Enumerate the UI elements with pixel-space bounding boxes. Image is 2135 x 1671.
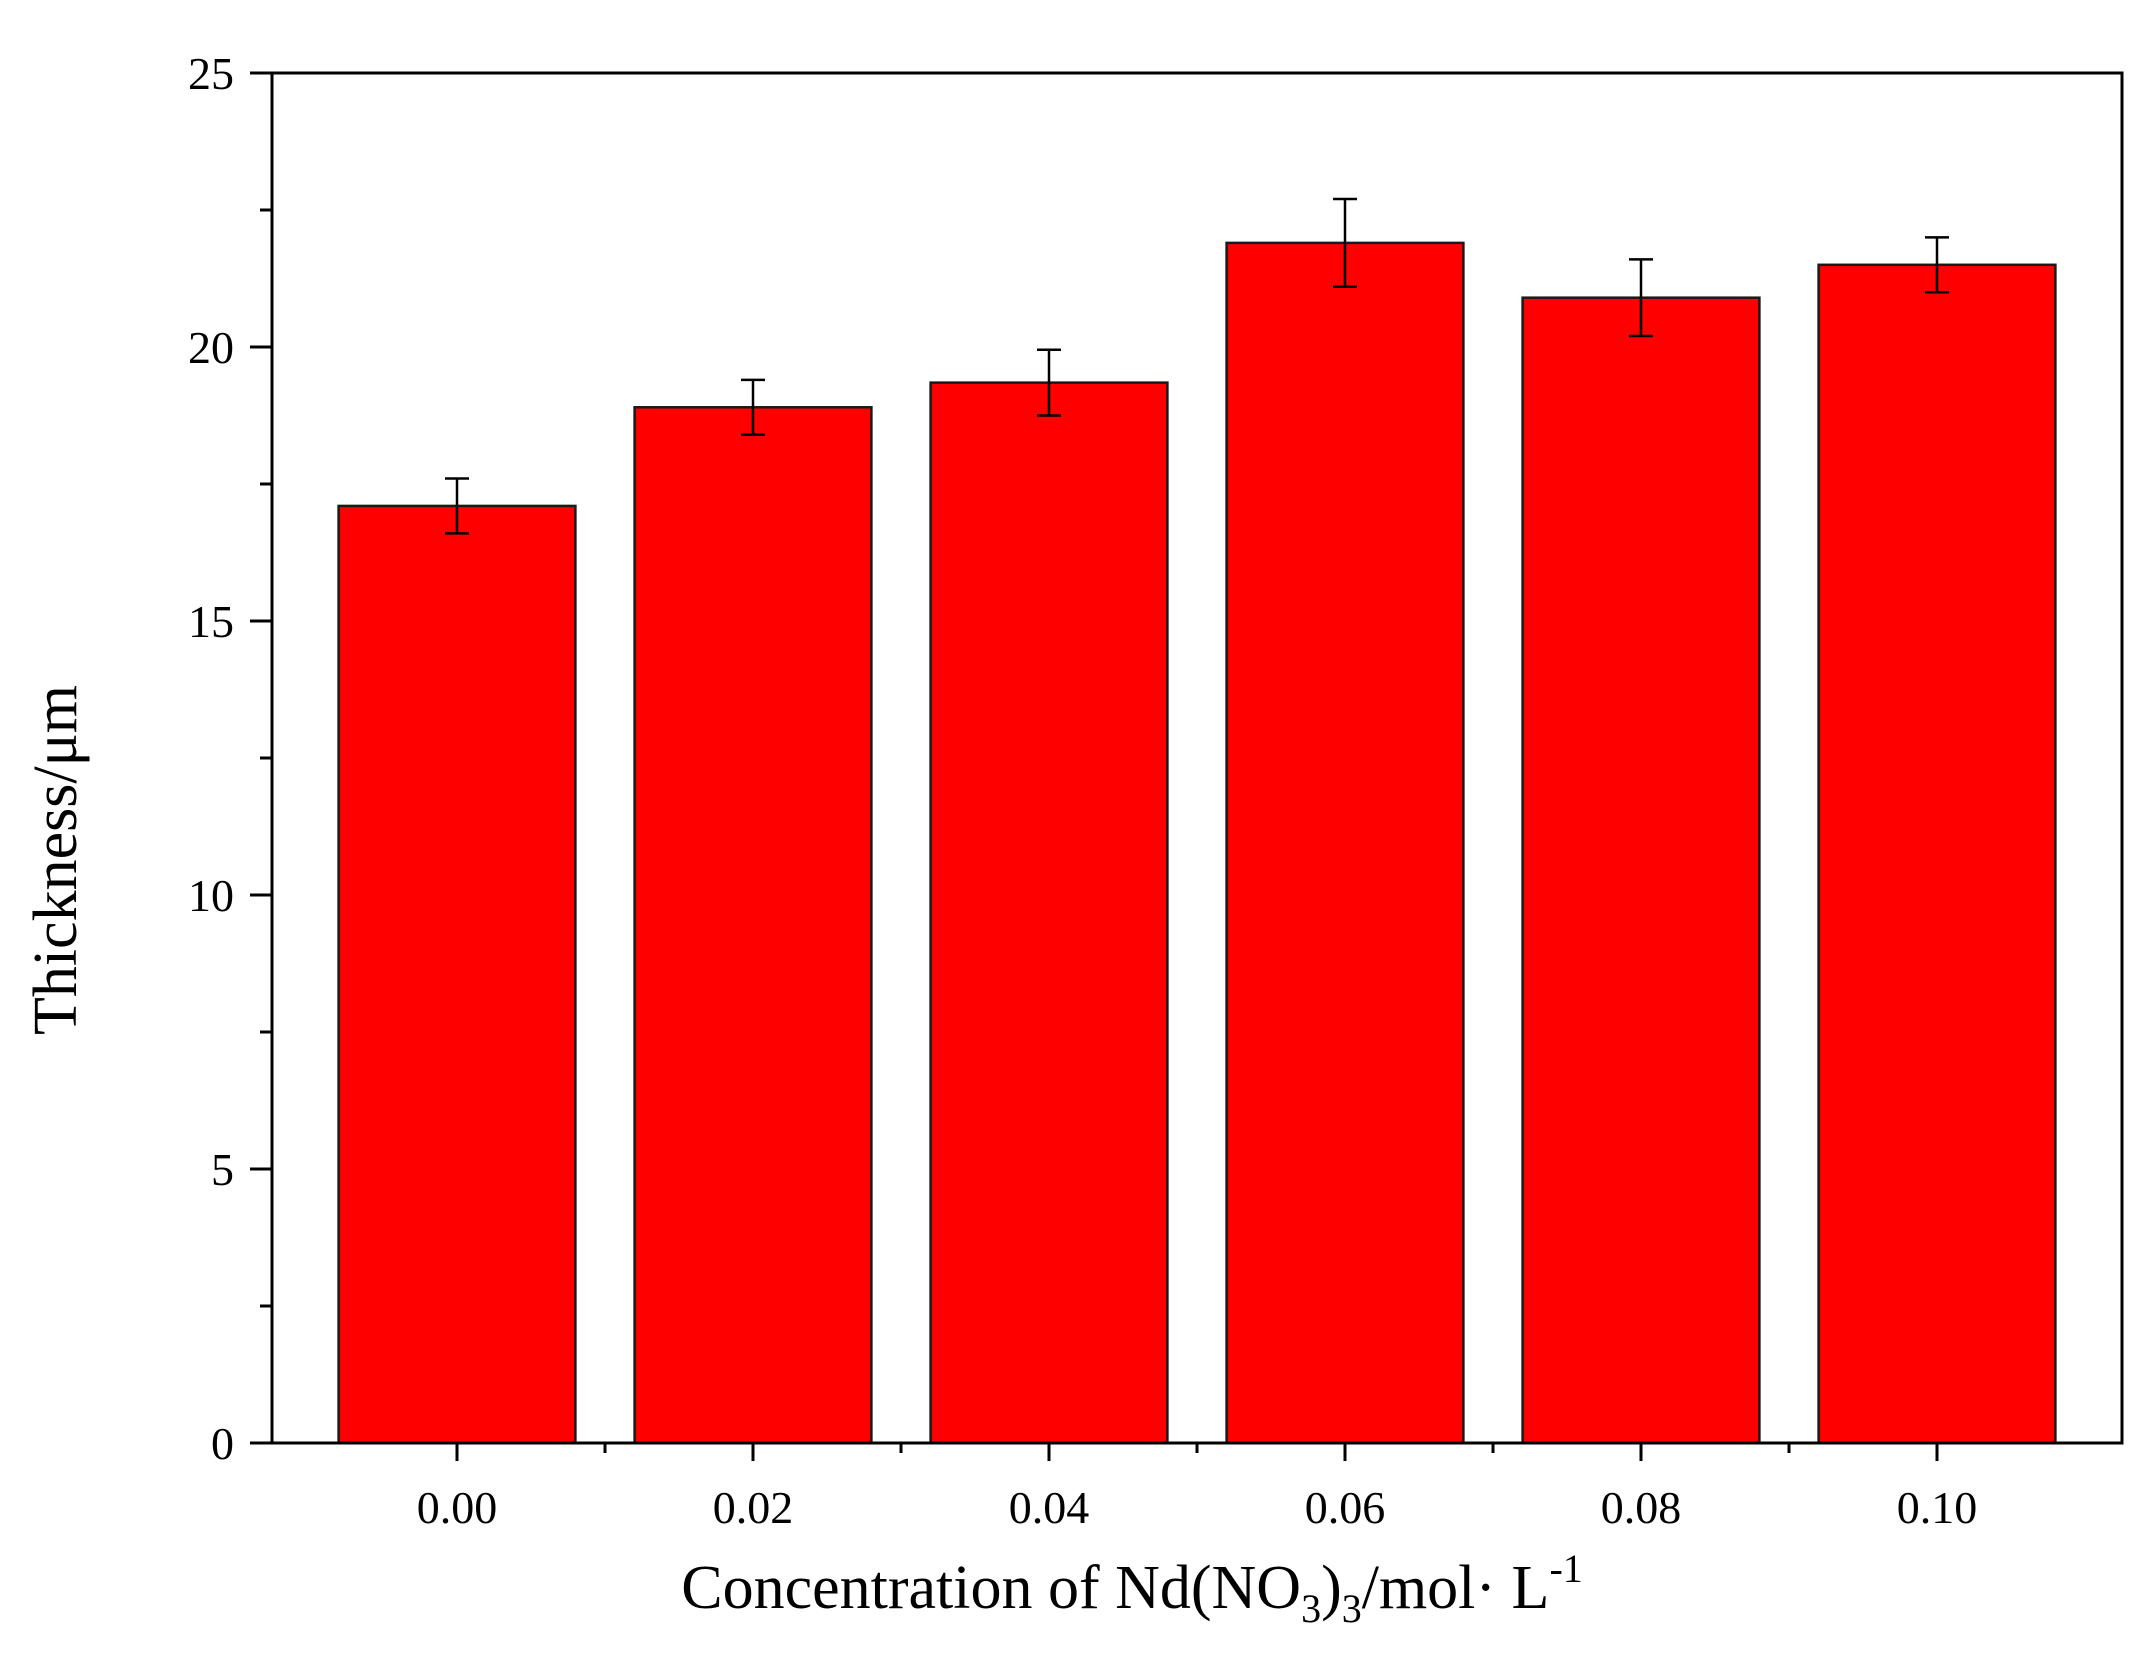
y-tick-label: 0 bbox=[211, 1418, 234, 1469]
x-tick-label: 0.02 bbox=[713, 1482, 794, 1533]
bar-0.04 bbox=[929, 381, 1169, 1445]
y-axis-ticks: 0 5 10 15 20 25 bbox=[188, 48, 272, 1469]
error-bar-0.02 bbox=[741, 378, 765, 436]
error-bar-0.04 bbox=[1037, 348, 1061, 417]
error-bar-0.08 bbox=[1629, 258, 1653, 338]
y-tick-label: 25 bbox=[188, 48, 234, 99]
x-tick-label: 0.08 bbox=[1601, 1482, 1682, 1533]
y-tick-label: 5 bbox=[211, 1144, 234, 1195]
y-axis-title: Thickness/μm bbox=[22, 685, 90, 1035]
x-tick-label: 0.00 bbox=[417, 1482, 498, 1533]
x-axis-title: Concentration of Nd(NO3)3/mol· L-1 bbox=[681, 1546, 1583, 1631]
y-tick-label: 20 bbox=[188, 322, 234, 373]
bars-group bbox=[337, 241, 2057, 1445]
x-tick-label: 0.04 bbox=[1009, 1482, 1090, 1533]
x-tick-label: 0.06 bbox=[1305, 1482, 1386, 1533]
error-bar-0.00 bbox=[445, 477, 469, 535]
error-bars-group bbox=[445, 197, 1949, 535]
bar-0.10 bbox=[1817, 263, 2057, 1445]
bar-0.02 bbox=[633, 406, 873, 1445]
x-tick-label: 0.10 bbox=[1897, 1482, 1978, 1533]
x-axis-ticks: 0.00 0.02 0.04 0.06 0.08 0.10 bbox=[417, 1443, 1978, 1533]
bar-0.08 bbox=[1521, 296, 1761, 1445]
error-bar-0.10 bbox=[1925, 236, 1949, 294]
y-tick-label: 10 bbox=[188, 870, 234, 921]
bar-0.06 bbox=[1225, 241, 1465, 1445]
bar-0.00 bbox=[337, 504, 577, 1445]
error-bar-0.06 bbox=[1333, 197, 1357, 288]
y-tick-label: 15 bbox=[188, 596, 234, 647]
